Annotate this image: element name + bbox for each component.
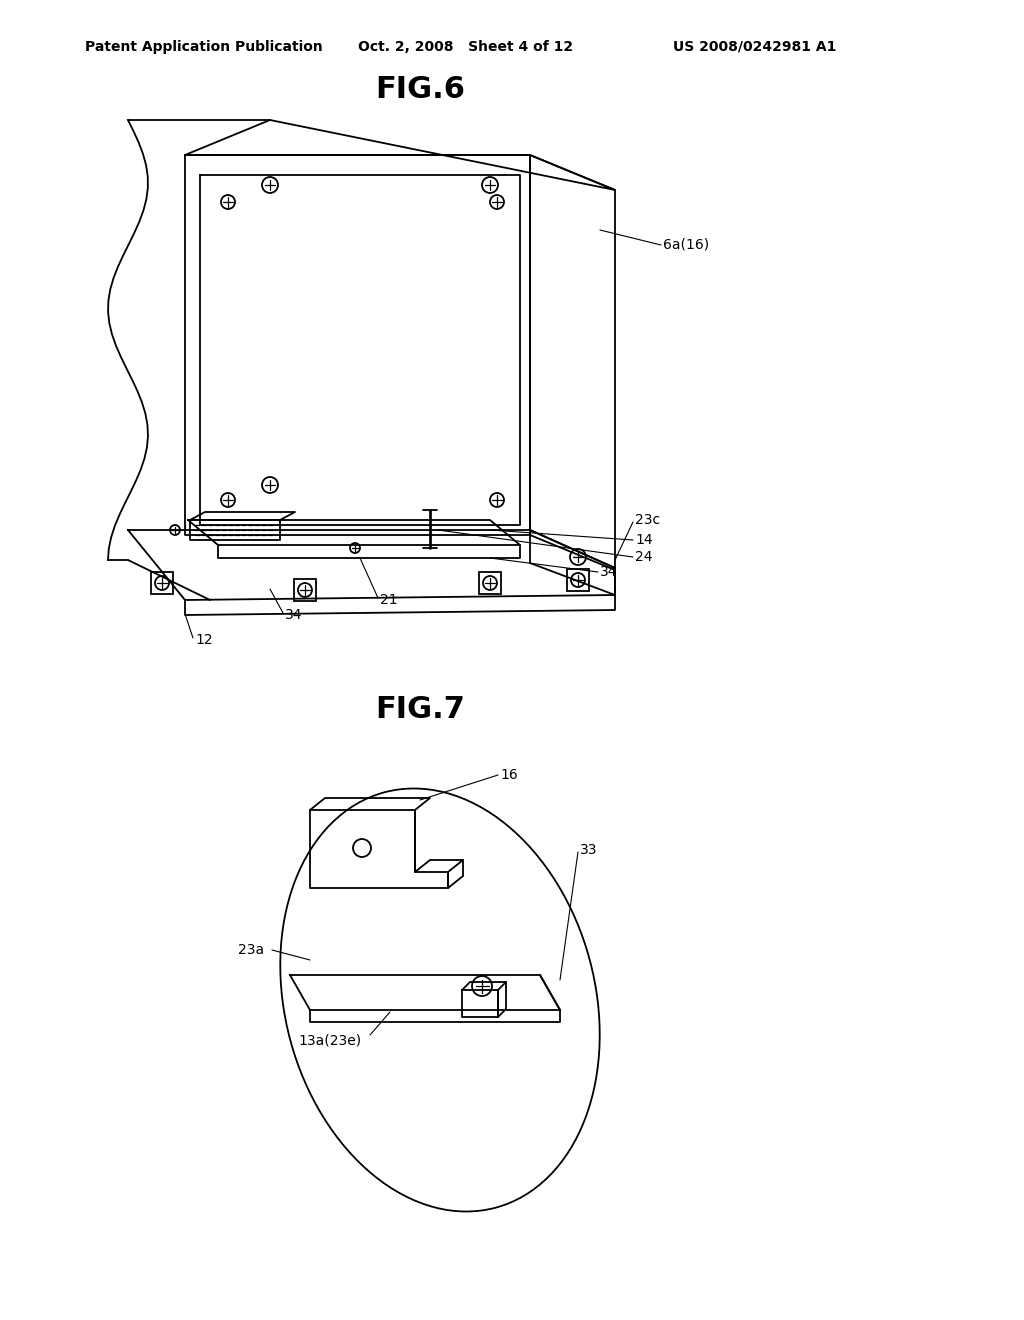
Text: FIG.6: FIG.6 [375, 75, 465, 104]
Bar [151, 572, 173, 594]
Text: Oct. 2, 2008   Sheet 4 of 12: Oct. 2, 2008 Sheet 4 of 12 [358, 40, 573, 54]
Text: 6a(16): 6a(16) [663, 238, 710, 252]
Bar [294, 579, 316, 601]
Text: 23a: 23a [238, 942, 264, 957]
Text: 14: 14 [635, 533, 652, 546]
Text: 13a(23e): 13a(23e) [298, 1034, 361, 1047]
Text: 33: 33 [580, 843, 597, 857]
Text: 16: 16 [500, 768, 518, 781]
Bar [479, 572, 501, 594]
Bar [567, 569, 589, 591]
Text: FIG.7: FIG.7 [375, 696, 465, 725]
Text: 12: 12 [195, 634, 213, 647]
Text: 34: 34 [285, 609, 302, 622]
Text: 24: 24 [635, 550, 652, 564]
Text: US 2008/0242981 A1: US 2008/0242981 A1 [673, 40, 837, 54]
Text: 21: 21 [380, 593, 397, 607]
Text: 23c: 23c [635, 513, 660, 527]
Text: 34: 34 [600, 565, 617, 579]
Text: Patent Application Publication: Patent Application Publication [85, 40, 323, 54]
